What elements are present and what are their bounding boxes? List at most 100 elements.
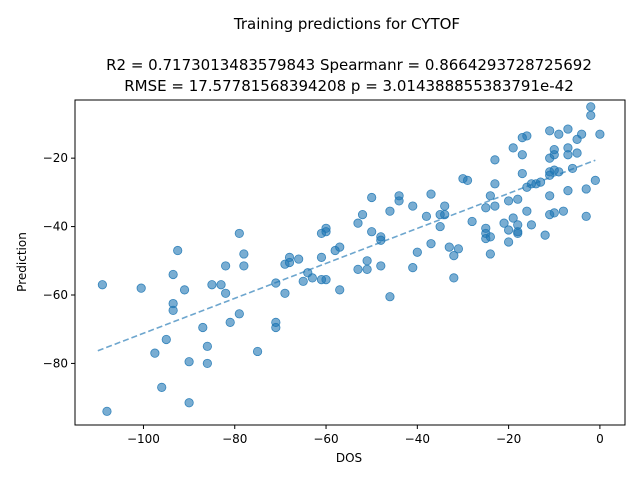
x-axis-label: DOS — [336, 451, 362, 465]
scatter-point — [421, 211, 432, 221]
scatter-point — [376, 261, 386, 271]
scatter-point — [161, 334, 171, 345]
y-axis-label: Prediction — [15, 232, 29, 292]
scatter-point — [540, 230, 550, 240]
scatter-point — [526, 220, 537, 230]
scatter-point — [513, 228, 523, 239]
scatter-point — [485, 232, 495, 242]
scatter-point — [252, 346, 263, 357]
scatter-point — [97, 280, 107, 290]
scatter-point — [234, 309, 244, 319]
scatter-point — [440, 201, 450, 211]
scatter-point — [504, 196, 514, 206]
y-tick-label: −20 — [43, 151, 68, 165]
scatter-point — [554, 129, 564, 139]
scatter-point — [321, 227, 331, 237]
scatter-point — [353, 264, 363, 274]
scatter-point — [408, 263, 418, 273]
scatter-point — [412, 247, 422, 257]
scatter-point — [307, 273, 317, 283]
scatter-point — [426, 189, 436, 199]
scatter-point — [549, 208, 559, 218]
scatter-point — [485, 249, 495, 259]
scatter-point — [426, 239, 436, 249]
scatter-point — [367, 227, 377, 237]
scatter-point — [408, 201, 418, 211]
scatter-point — [490, 155, 500, 165]
chart-subtitle-line-1: R2 = 0.7173013483579843 Spearmanr = 0.86… — [106, 56, 592, 74]
scatter-point — [563, 150, 573, 160]
y-tick-label: −80 — [43, 356, 68, 370]
scatter-point — [216, 280, 226, 290]
scatter-point — [586, 110, 596, 120]
scatter-point — [335, 242, 345, 252]
scatter-point — [581, 184, 591, 194]
scatter-point — [221, 261, 231, 271]
scatter-point — [508, 143, 518, 153]
scatter-point — [102, 406, 112, 416]
scatter-point — [558, 206, 568, 216]
x-tick-label: −60 — [313, 432, 338, 446]
scatter-point — [586, 102, 596, 112]
scatter-point — [481, 203, 491, 213]
scatter-point — [545, 191, 555, 201]
scatter-point — [444, 242, 454, 252]
scatter-point — [353, 218, 363, 228]
scatter-point — [490, 179, 500, 189]
scatter-point — [513, 194, 523, 204]
scatter-point — [508, 213, 518, 223]
x-tick-label: 0 — [596, 432, 604, 446]
scatter-point — [394, 196, 404, 206]
scatter-point — [499, 218, 509, 228]
scatter-point — [522, 131, 532, 141]
scatter-point — [202, 358, 212, 369]
scatter-point — [184, 357, 194, 367]
x-axis-ticks: −100 −80 −60 −40 −20 0 — [127, 425, 604, 446]
scatter-point — [321, 275, 331, 285]
scatter-point — [362, 256, 372, 266]
scatter-point — [357, 210, 368, 220]
scatter-point — [453, 244, 464, 254]
scatter-point — [150, 348, 160, 358]
scatter-point — [362, 264, 372, 274]
scatter-point — [239, 261, 249, 271]
scatter-point — [168, 305, 178, 315]
scatter-point — [234, 228, 244, 239]
scatter-point — [136, 283, 146, 293]
trend-line — [97, 159, 596, 352]
scatter-point — [577, 129, 587, 139]
scatter-point — [179, 285, 190, 295]
scatter-point — [467, 216, 477, 227]
x-tick-label: −20 — [496, 432, 521, 446]
scatter-point — [316, 252, 327, 262]
chart-subtitle-line-2: RMSE = 17.57781568394208 p = 3.014388855… — [124, 77, 574, 95]
scatter-point — [522, 206, 532, 216]
scatter-point — [294, 254, 304, 264]
scatter-point — [549, 150, 559, 160]
scatter-point — [462, 175, 473, 185]
scatter-point — [202, 341, 212, 351]
scatter-point — [385, 292, 395, 302]
scatter-point — [504, 225, 514, 235]
scatter-point — [563, 186, 573, 196]
x-tick-label: −100 — [127, 432, 160, 446]
x-tick-label: −80 — [222, 432, 247, 446]
scatter-point — [449, 251, 459, 261]
scatter-point — [572, 148, 582, 158]
scatter-point — [517, 150, 527, 160]
scatter-point — [271, 322, 281, 333]
scatter-point — [207, 280, 217, 290]
scatter-point — [168, 269, 178, 280]
x-tick-label: −40 — [405, 432, 430, 446]
scatter-point — [485, 191, 495, 201]
scatter-point — [280, 288, 290, 298]
scatter-point — [545, 126, 555, 136]
scatter-point — [198, 322, 208, 333]
scatter-point — [517, 168, 527, 179]
scatter-point — [284, 257, 295, 268]
scatter-point — [595, 129, 605, 139]
scatter-point — [435, 221, 445, 232]
scatter-point — [367, 192, 377, 203]
scatter-point — [563, 124, 573, 134]
